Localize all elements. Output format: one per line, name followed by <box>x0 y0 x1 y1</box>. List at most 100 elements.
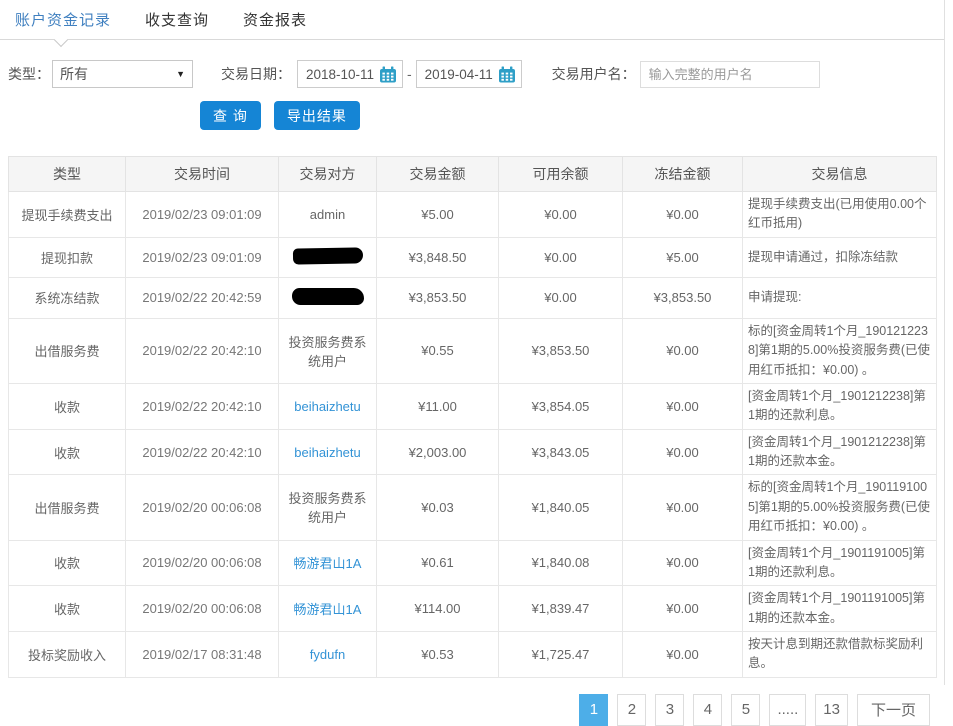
cell-transaction-amount: ¥2,003.00 <box>376 428 499 476</box>
table-header-row: 类型 交易时间 交易对方 交易金额 可用余额 冻结金额 交易信息 <box>8 156 937 192</box>
cell-type: 提现手续费支出 <box>8 191 126 238</box>
page-button[interactable]: 5 <box>731 693 761 726</box>
filter-bar: 类型： 所有 ▼ 交易日期： 2018-10-11 <box>8 60 944 88</box>
cell-counterparty: 畅游君山1A <box>278 585 377 632</box>
cell-counterparty: beihaizhetu <box>278 428 377 476</box>
cell-frozen-amount: ¥0.00 <box>622 631 743 678</box>
counterparty-link[interactable]: beihaizhetu <box>294 398 361 414</box>
cell-transaction-amount: ¥3,848.50 <box>376 236 499 278</box>
table-row: 提现扣款 2019/02/23 09:01:09 ¥3,848.50 ¥0.00 ¥5.… <box>8 236 937 278</box>
date-range-separator: - <box>407 66 412 82</box>
date-to-value: 2019-04-11 <box>424 66 493 82</box>
cell-transaction-time: 2019/02/17 08:31:48 <box>125 631 279 678</box>
tab-account-fund-records[interactable]: 账户资金记录 <box>15 12 112 29</box>
cell-counterparty <box>278 236 377 278</box>
export-results-button[interactable]: 导出结果 <box>273 101 360 130</box>
cell-available-balance: ¥1,725.47 <box>498 631 623 678</box>
cell-available-balance: ¥0.00 <box>498 191 623 238</box>
redacted-counterparty <box>291 287 364 305</box>
cell-type: 收款 <box>8 585 126 632</box>
date-from-input[interactable]: 2018-10-11 <box>297 60 403 88</box>
cell-transaction-info: 申请提现: <box>742 276 937 319</box>
page-button[interactable]: 4 <box>693 693 723 726</box>
cell-transaction-time: 2019/02/22 20:42:10 <box>125 317 279 384</box>
cell-transaction-info: [资金周转1个月_1901191005]第1期的还款本金。 <box>742 585 937 632</box>
cell-frozen-amount: ¥0.00 <box>622 474 743 541</box>
pagination: 1 2 3 4 5..... 13 下一页 <box>0 693 930 726</box>
tab-income-expense-query[interactable]: 收支查询 <box>145 12 210 29</box>
cell-counterparty: 投资服务费系统用户 <box>278 474 377 541</box>
cell-frozen-amount: ¥0.00 <box>622 317 743 384</box>
cell-frozen-amount: ¥0.00 <box>622 428 743 476</box>
cell-type: 提现扣款 <box>8 236 126 278</box>
date-to-input[interactable]: 2019-04-11 <box>415 60 522 88</box>
calendar-icon[interactable] <box>498 66 516 83</box>
page-button[interactable]: ..... <box>769 693 807 726</box>
table-row: 出借服务费 2019/02/22 20:42:10 投资服务费系统用户 ¥0.55 ¥3… <box>8 317 937 384</box>
cell-transaction-time: 2019/02/23 09:01:09 <box>125 236 279 278</box>
page-button[interactable]: 2 <box>617 693 647 726</box>
cell-type: 出借服务费 <box>8 474 126 541</box>
cell-type: 收款 <box>8 428 126 476</box>
cell-available-balance: ¥3,854.05 <box>498 382 623 430</box>
column-header: 交易金额 <box>376 156 499 192</box>
cell-transaction-amount: ¥114.00 <box>376 585 499 632</box>
cell-type: 收款 <box>8 539 126 587</box>
column-header: 类型 <box>8 156 126 192</box>
cell-available-balance: ¥3,843.05 <box>498 428 623 476</box>
calendar-icon[interactable] <box>379 66 397 83</box>
table-row: 提现手续费支出 2019/02/23 09:01:09 admin ¥5.00 ¥0.0… <box>8 191 937 238</box>
username-label: 交易用户名： <box>551 66 636 82</box>
cell-counterparty <box>278 276 377 319</box>
cell-transaction-amount: ¥0.55 <box>376 317 499 384</box>
counterparty-link[interactable]: 畅游君山1A <box>293 602 362 618</box>
cell-frozen-amount: ¥0.00 <box>622 382 743 430</box>
cell-transaction-time: 2019/02/20 00:06:08 <box>125 474 279 541</box>
page-button[interactable]: 13 <box>815 693 848 726</box>
type-select[interactable]: 所有 ▼ <box>52 60 193 88</box>
cell-transaction-amount: ¥11.00 <box>376 382 499 430</box>
tab-fund-report[interactable]: 资金报表 <box>243 12 308 29</box>
cell-transaction-time: 2019/02/22 20:42:10 <box>125 428 279 476</box>
cell-transaction-time: 2019/02/22 20:42:10 <box>125 382 279 430</box>
query-button[interactable]: 查 询 <box>200 101 261 130</box>
counterparty-link[interactable]: 畅游君山1A <box>293 556 362 572</box>
cell-counterparty: beihaizhetu <box>278 382 377 430</box>
cell-frozen-amount: ¥3,853.50 <box>622 276 743 319</box>
page-button[interactable]: 3 <box>655 693 685 726</box>
type-label: 类型： <box>8 66 50 82</box>
cell-frozen-amount: ¥0.00 <box>622 539 743 587</box>
cell-counterparty: admin <box>278 191 377 238</box>
cell-transaction-info: [资金周转1个月_1901212238]第1期的还款利息。 <box>742 382 937 430</box>
cell-transaction-info: 提现手续费支出(已用使用0.00个红币抵用) <box>742 191 937 238</box>
table-row: 收款 2019/02/22 20:42:10 beihaizhetu ¥2,003.0… <box>8 428 937 476</box>
chevron-down-icon: ▼ <box>176 69 185 79</box>
cell-type: 收款 <box>8 382 126 430</box>
table-row: 收款 2019/02/20 00:06:08 畅游君山1A ¥0.61 ¥1,840.0… <box>8 539 937 587</box>
cell-transaction-amount: ¥0.03 <box>376 474 499 541</box>
next-page-button[interactable]: 下一页 <box>856 693 930 726</box>
type-select-value: 所有 <box>60 66 88 82</box>
date-from-value: 2018-10-11 <box>306 66 375 82</box>
cell-transaction-amount: ¥3,853.50 <box>376 276 499 319</box>
cell-frozen-amount: ¥0.00 <box>622 585 743 632</box>
table-row: 系统冻结款 2019/02/22 20:42:59 ¥3,853.50 ¥0.00 ¥3… <box>8 276 937 319</box>
counterparty-link[interactable]: fydufn <box>309 646 346 662</box>
cell-transaction-time: 2019/02/20 00:06:08 <box>125 585 279 632</box>
cell-frozen-amount: ¥0.00 <box>622 191 743 238</box>
cell-transaction-time: 2019/02/20 00:06:08 <box>125 539 279 587</box>
cell-transaction-info: 标的[资金周转1个月_1901212238]第1期的5.00%投资服务费(已使用… <box>742 317 937 384</box>
cell-transaction-amount: ¥0.61 <box>376 539 499 587</box>
date-range-group: 交易日期： 2018-10-11 - 2019-04-11 <box>221 60 522 88</box>
counterparty-link[interactable]: beihaizhetu <box>294 444 361 460</box>
username-group: 交易用户名： <box>551 60 820 88</box>
cell-transaction-info: 标的[资金周转1个月_1901191005]第1期的5.00%投资服务费(已使用… <box>742 474 937 541</box>
cell-counterparty: 投资服务费系统用户 <box>278 317 377 384</box>
tab-bar: 账户资金记录 收支查询 资金报表 <box>0 0 944 48</box>
cell-transaction-amount: ¥0.53 <box>376 631 499 678</box>
page-button-active[interactable]: 1 <box>579 693 609 726</box>
username-input[interactable] <box>639 60 820 88</box>
table-row: 投标奖励收入 2019/02/17 08:31:48 fydufn ¥0.53 ¥1,7… <box>8 631 937 678</box>
cell-counterparty: fydufn <box>278 631 377 678</box>
